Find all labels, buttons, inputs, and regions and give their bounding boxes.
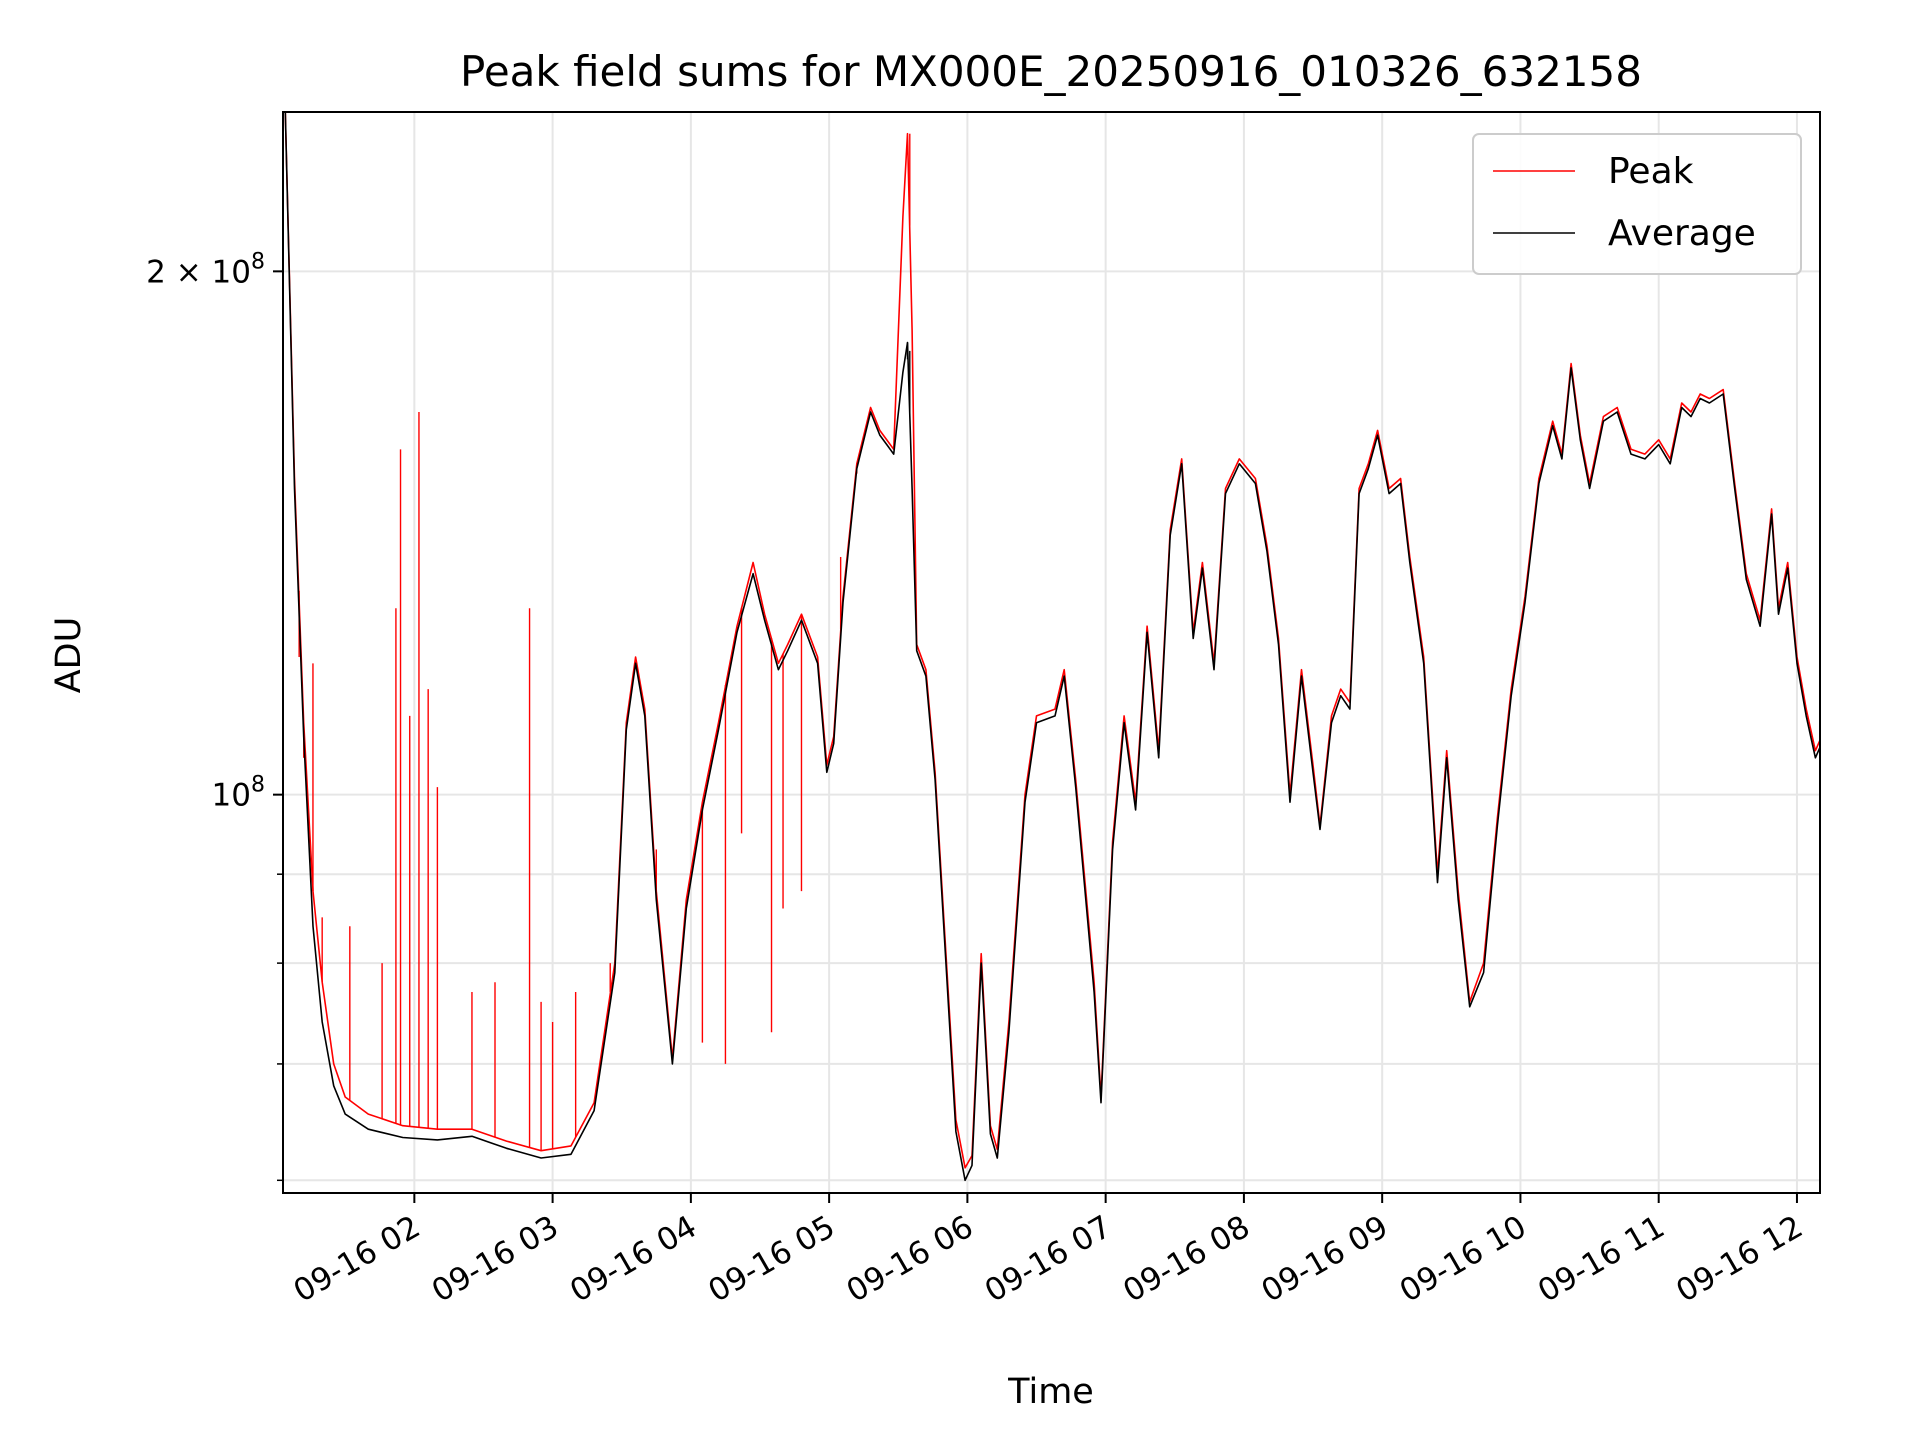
chart-title: Peak field sums for MX000E_20250916_0103… xyxy=(460,47,1642,96)
y-tick-label: 2 × 108 xyxy=(146,249,265,290)
legend-box xyxy=(1472,133,1802,275)
legend: Peak Average xyxy=(1472,133,1802,275)
x-axis-label: Time xyxy=(1007,1372,1094,1412)
legend-label-average: Average xyxy=(1608,213,1756,254)
y-tick-label: 108 xyxy=(212,773,265,814)
series-layer xyxy=(284,112,1820,1182)
series-average-line xyxy=(284,112,1820,1182)
plot-frame xyxy=(282,111,1821,1194)
legend-label-peak: Peak xyxy=(1608,151,1694,192)
y-axis-label: ADU xyxy=(49,617,89,694)
